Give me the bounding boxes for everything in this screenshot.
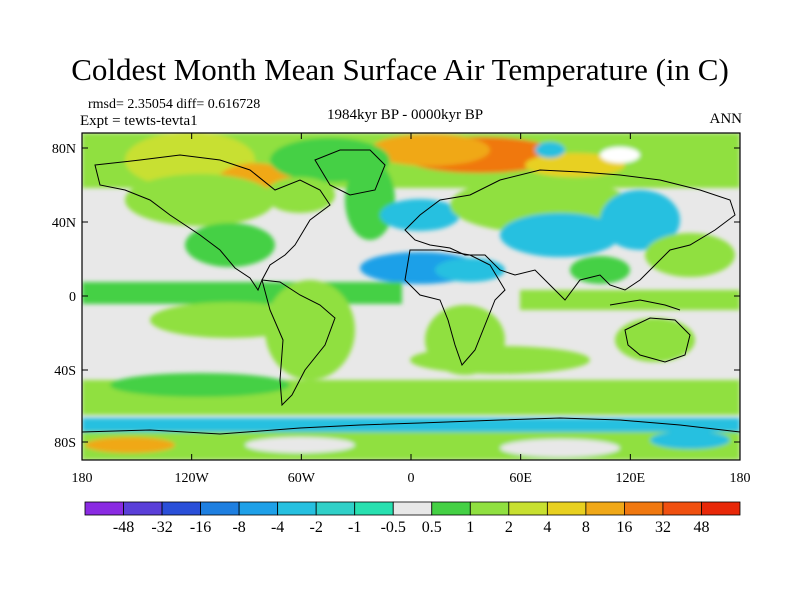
lon-label: 120W [175, 471, 210, 486]
lon-label: 0 [408, 471, 415, 486]
colorbar-label: -16 [190, 519, 211, 536]
colorbar-swatch [392, 501, 433, 516]
lat-label: 0 [69, 290, 76, 305]
lat-label: 80S [54, 436, 76, 451]
lon-label: 60W [288, 471, 316, 486]
colorbar-swatch [662, 501, 702, 516]
lon-label: 120E [616, 471, 646, 486]
colorbar-swatch [161, 501, 201, 516]
colorbar-swatch [354, 501, 394, 516]
colorbar-label: 16 [616, 519, 632, 536]
colorbar-label: -1 [348, 519, 361, 536]
colorbar-swatch [585, 501, 625, 516]
lat-label: 80N [52, 142, 76, 157]
latitude-axis: 80N 40N 0 40S 80S [52, 142, 740, 451]
colorbar-label: -4 [271, 519, 284, 536]
colorbar-swatch [200, 501, 240, 516]
colorbar-swatch [624, 501, 664, 516]
period-label: 1984kyr BP - 0000kyr BP [326, 107, 484, 123]
colorbar-label: 32 [655, 519, 671, 536]
chart-title: Coldest Month Mean Surface Air Temperatu… [71, 52, 729, 87]
colorbar-label: 2 [505, 519, 513, 536]
lon-label: 180 [730, 471, 751, 486]
colorbar-label: 1 [466, 519, 474, 536]
lon-label: 60E [509, 471, 532, 486]
colorbar-label: -2 [310, 519, 323, 536]
colorbar-label: 4 [543, 519, 551, 536]
colorbar-swatch [701, 501, 741, 516]
stats-label: rmsd= 2.35054 diff= 0.616728 [88, 97, 261, 112]
coastlines [82, 149, 740, 435]
colorbar-label: -0.5 [381, 519, 406, 536]
colorbar-label: 0.5 [422, 519, 442, 536]
colorbar-swatch [546, 501, 587, 516]
colorbar-swatch [469, 501, 510, 516]
field-layer [82, 133, 740, 460]
colorbar-swatch [277, 501, 317, 516]
lon-label: 180 [72, 471, 93, 486]
colorbar-swatch [238, 501, 279, 516]
experiment-label: Expt = tewts-tevta1 [80, 113, 198, 129]
colorbar-label: -32 [151, 519, 172, 536]
season-label: ANN [709, 111, 743, 127]
colorbar-swatch [84, 501, 124, 516]
colorbar-label: 48 [693, 519, 709, 536]
colorbar: -48 -32 -16 -8 -4 -2 -1 -0.5 0.5 1 2 4 8 16 32 48 [84, 501, 741, 536]
colorbar-label: -48 [113, 519, 134, 536]
colorbar-swatch [123, 501, 163, 516]
colorbar-swatch [431, 501, 471, 516]
colorbar-swatch [508, 501, 548, 516]
longitude-axis: 180 120W 60W 0 60E 120E 180 [72, 133, 751, 486]
colorbar-label: 8 [582, 519, 590, 536]
colorbar-swatch [315, 501, 356, 516]
lat-label: 40N [52, 216, 76, 231]
lat-label: 40S [54, 364, 76, 379]
colorbar-label: -8 [232, 519, 245, 536]
